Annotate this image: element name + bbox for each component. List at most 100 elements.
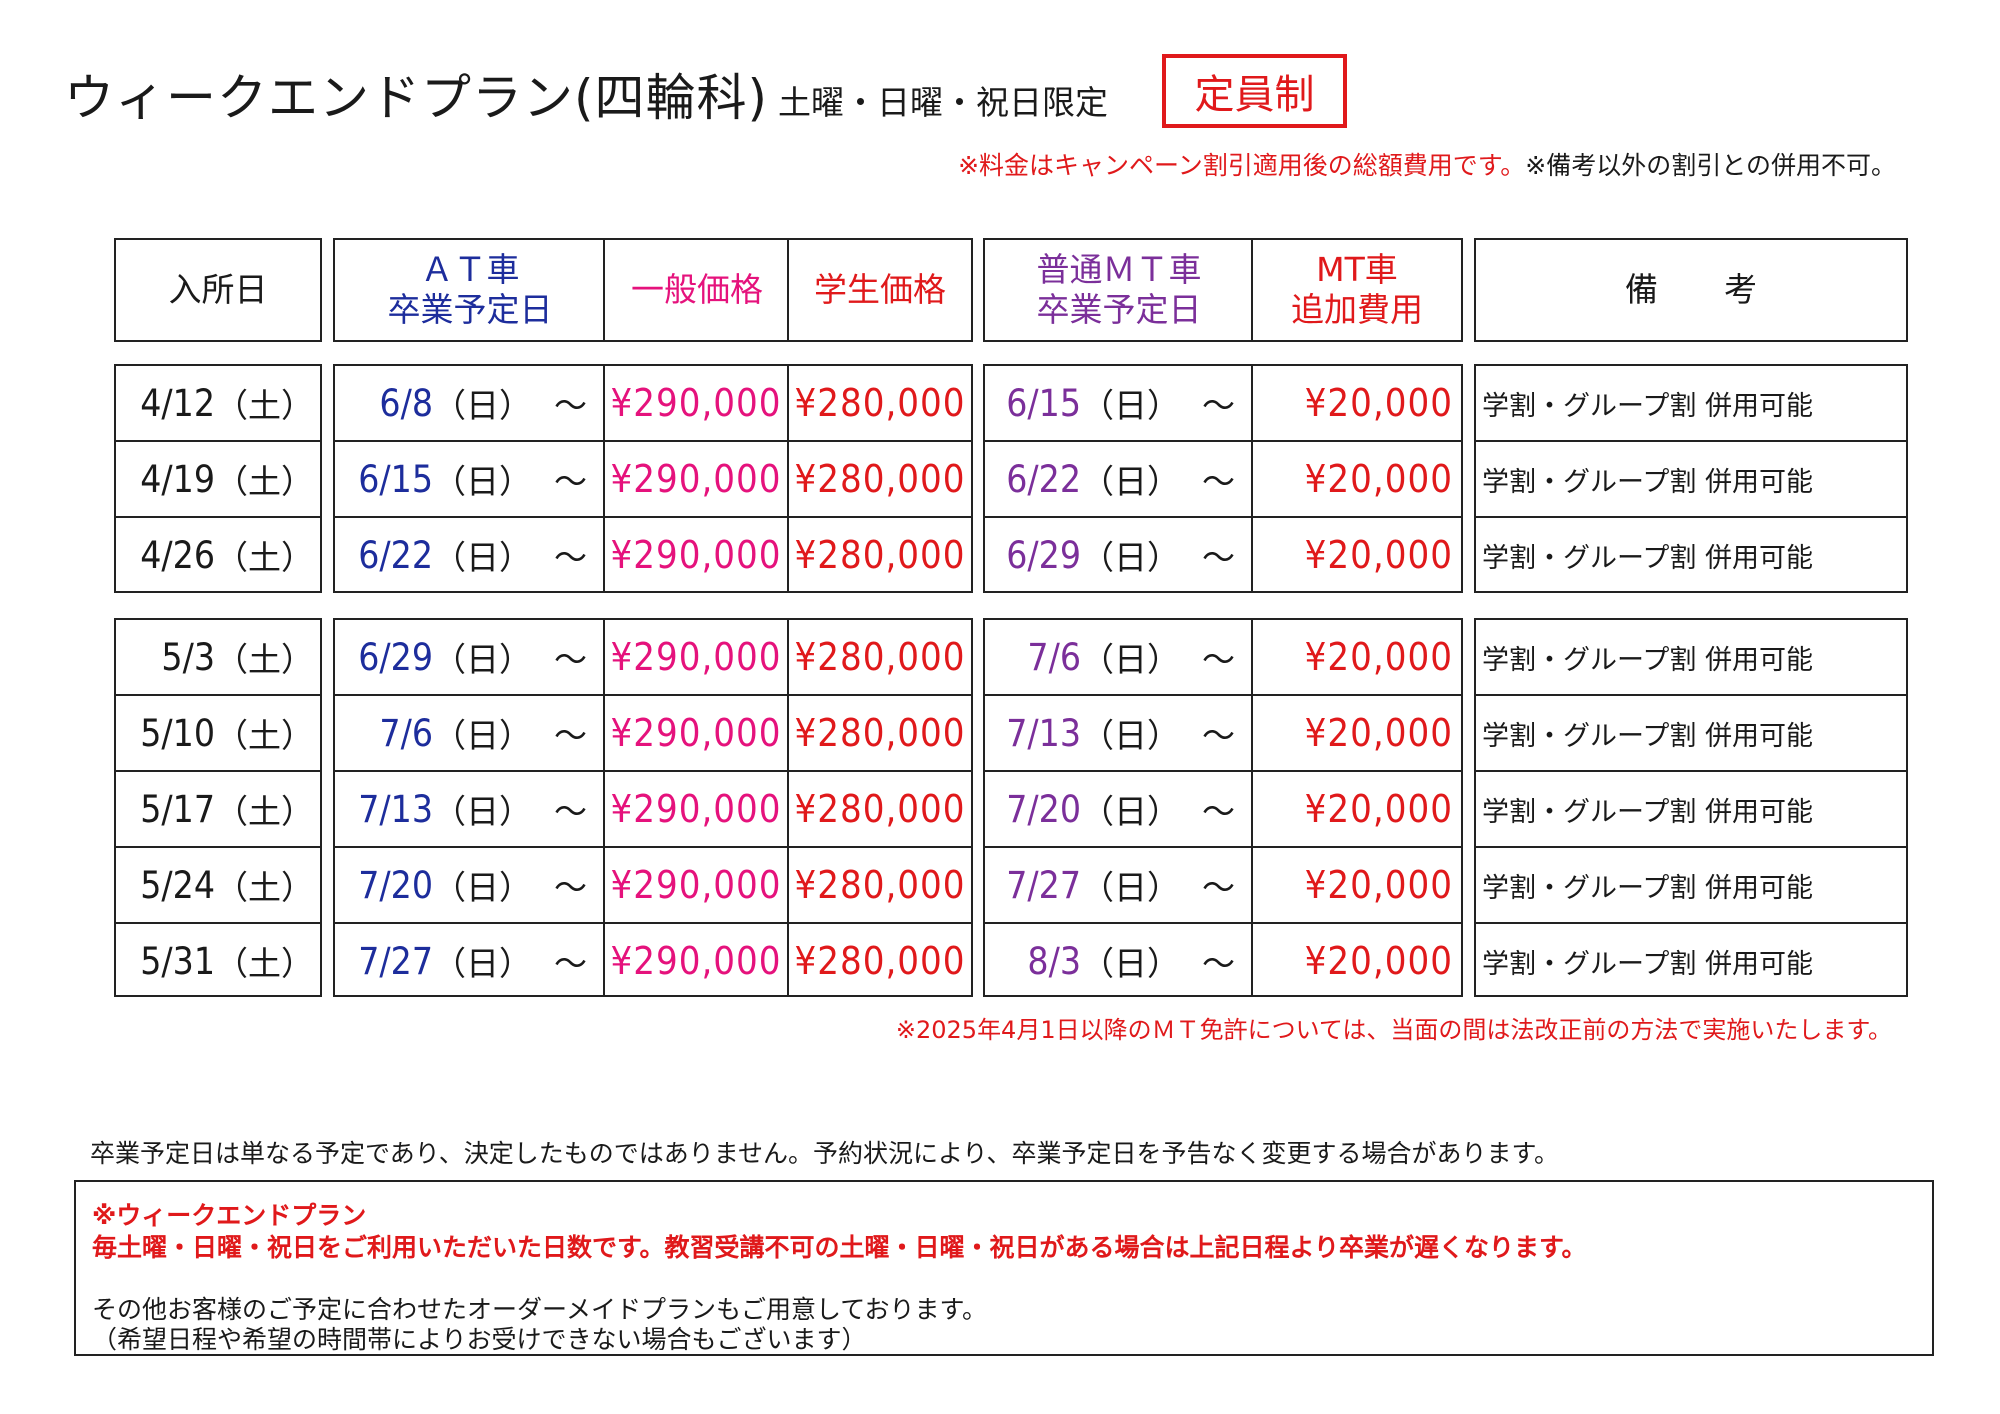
mt-graduation-cell: 8/3 （日） ～ <box>985 924 1249 998</box>
at-weekday: （日） <box>433 386 532 425</box>
student-price: ¥280,000 <box>794 863 966 907</box>
group1-at-box <box>333 364 973 593</box>
header-entry: 入所日 <box>168 270 268 309</box>
entry-date-cell: 4/26 （土） <box>116 518 320 592</box>
mt-weekday: （日） <box>1081 640 1180 679</box>
at-graduation-cell: 7/6 （日） ～ <box>335 696 601 770</box>
mt-graduation-date: 6/22 <box>1006 457 1081 501</box>
mt-graduation-date: 7/6 <box>1027 635 1081 679</box>
price-note-black: ※備考以外の割引との併用不可。 <box>1525 151 1896 180</box>
entry-weekday: （土） <box>215 944 314 983</box>
remarks-text: 学割・グループ割 併用可能 <box>1482 644 1813 676</box>
group2-remarks-box <box>1474 618 1908 997</box>
mt-graduation-date: 7/13 <box>1006 711 1081 755</box>
mt-weekday: （日） <box>1081 538 1180 577</box>
graduation-disclaimer: 卒業予定日は単なる予定であり、決定したものではありません。予約状況により、卒業予… <box>90 1139 1560 1168</box>
mt-tilde: ～ <box>1202 538 1235 577</box>
mt-fee: ¥20,000 <box>1304 457 1453 501</box>
mt-fee-cell: ¥20,000 <box>1251 442 1459 516</box>
mt-graduation-cell: 6/15 （日） ～ <box>985 366 1249 440</box>
mt-graduation-cell: 7/6 （日） ～ <box>985 620 1249 694</box>
at-tilde: ～ <box>554 716 587 755</box>
remarks-cell: 学割・グループ割 併用可能 <box>1476 848 1906 922</box>
mt-tilde: ～ <box>1202 462 1235 501</box>
mt-graduation-cell: 6/29 （日） ～ <box>985 518 1249 592</box>
at-graduation-cell: 7/13 （日） ～ <box>335 772 601 846</box>
student-price: ¥280,000 <box>794 787 966 831</box>
mt-license-note: ※2025年4月1日以降のＭＴ免許については、当面の間は法改正前の方法で実施いた… <box>895 1016 1892 1044</box>
header-at-line2: 卒業予定日 <box>387 290 553 329</box>
mt-graduation-date: 6/15 <box>1006 381 1081 425</box>
student-price-cell: ¥280,000 <box>789 620 971 694</box>
group1-entry-box <box>114 364 322 593</box>
remarks-text: 学割・グループ割 併用可能 <box>1482 872 1813 904</box>
entry-date: 5/3 <box>161 635 215 679</box>
student-price-cell: ¥280,000 <box>789 696 971 770</box>
at-graduation-date: 6/29 <box>358 635 433 679</box>
at-tilde: ～ <box>554 386 587 425</box>
mt-graduation-cell: 6/22 （日） ～ <box>985 442 1249 516</box>
price-note-red: ※料金はキャンペーン割引適用後の総額費用です。 <box>958 151 1526 180</box>
general-price-cell: ¥290,000 <box>605 518 787 592</box>
group2-at-box <box>333 618 973 997</box>
mt-tilde: ～ <box>1202 716 1235 755</box>
price-note: ※料金はキャンペーン割引適用後の総額費用です。※備考以外の割引との併用不可。 <box>958 146 1896 182</box>
entry-weekday: （土） <box>215 716 314 755</box>
at-graduation-date: 7/20 <box>358 863 433 907</box>
mt-tilde: ～ <box>1202 792 1235 831</box>
student-price-cell: ¥280,000 <box>789 366 971 440</box>
mt-graduation-date: 7/20 <box>1006 787 1081 831</box>
at-graduation-cell: 6/15 （日） ～ <box>335 442 601 516</box>
mt-weekday: （日） <box>1081 386 1180 425</box>
remarks-text: 学割・グループ割 併用可能 <box>1482 390 1813 422</box>
remarks-text: 学割・グループ割 併用可能 <box>1482 948 1813 980</box>
entry-date: 5/24 <box>140 863 215 907</box>
remarks-text: 学割・グループ割 併用可能 <box>1482 542 1813 574</box>
mt-fee-cell: ¥20,000 <box>1251 848 1459 922</box>
mt-graduation-date: 6/29 <box>1006 533 1081 577</box>
page-title: ウィークエンドプラン(四輪科) <box>64 69 769 127</box>
mt-graduation-cell: 7/20 （日） ～ <box>985 772 1249 846</box>
entry-date: 4/26 <box>140 533 215 577</box>
header-student-price: 学生価格 <box>814 270 946 309</box>
at-graduation-date: 6/8 <box>379 381 433 425</box>
mt-weekday: （日） <box>1081 716 1180 755</box>
group2-mt-box <box>983 618 1463 997</box>
at-weekday: （日） <box>433 868 532 907</box>
student-price: ¥280,000 <box>794 533 966 577</box>
remarks-text: 学割・グループ割 併用可能 <box>1482 466 1813 498</box>
at-graduation-date: 7/13 <box>358 787 433 831</box>
header-at-box: ＡＴ車 卒業予定日 一般価格 学生価格 <box>333 238 973 342</box>
general-price: ¥290,000 <box>610 711 782 755</box>
mt-fee: ¥20,000 <box>1304 711 1453 755</box>
mt-fee-cell: ¥20,000 <box>1251 696 1459 770</box>
at-weekday: （日） <box>433 462 532 501</box>
plan-info-description: 毎土曜・日曜・祝日をご利用いただいた日数です。教習受講不可の土曜・日曜・祝日があ… <box>92 1233 1587 1262</box>
general-price-cell: ¥290,000 <box>605 924 787 998</box>
general-price: ¥290,000 <box>610 533 782 577</box>
entry-date-cell: 4/19 （土） <box>116 442 320 516</box>
at-graduation-cell: 7/20 （日） ～ <box>335 848 601 922</box>
mt-fee: ¥20,000 <box>1304 939 1453 983</box>
mt-fee-cell: ¥20,000 <box>1251 620 1459 694</box>
entry-weekday: （土） <box>215 640 314 679</box>
entry-weekday: （土） <box>215 868 314 907</box>
entry-date-cell: 5/24 （土） <box>116 848 320 922</box>
at-graduation-date: 6/15 <box>358 457 433 501</box>
entry-date: 4/19 <box>140 457 215 501</box>
entry-weekday: （土） <box>215 462 314 501</box>
general-price: ¥290,000 <box>610 787 782 831</box>
header-mt-line1: 普通ＭＴ車 <box>1036 250 1202 289</box>
header-mt-line2: 卒業予定日 <box>1036 290 1202 329</box>
at-tilde: ～ <box>554 792 587 831</box>
at-tilde: ～ <box>554 868 587 907</box>
mt-fee-cell: ¥20,000 <box>1251 366 1459 440</box>
general-price: ¥290,000 <box>610 863 782 907</box>
mt-weekday: （日） <box>1081 792 1180 831</box>
mt-graduation-date: 7/27 <box>1006 863 1081 907</box>
group1-remarks-box <box>1474 364 1908 593</box>
general-price: ¥290,000 <box>610 635 782 679</box>
mt-tilde: ～ <box>1202 386 1235 425</box>
mt-weekday: （日） <box>1081 462 1180 501</box>
entry-weekday: （土） <box>215 538 314 577</box>
